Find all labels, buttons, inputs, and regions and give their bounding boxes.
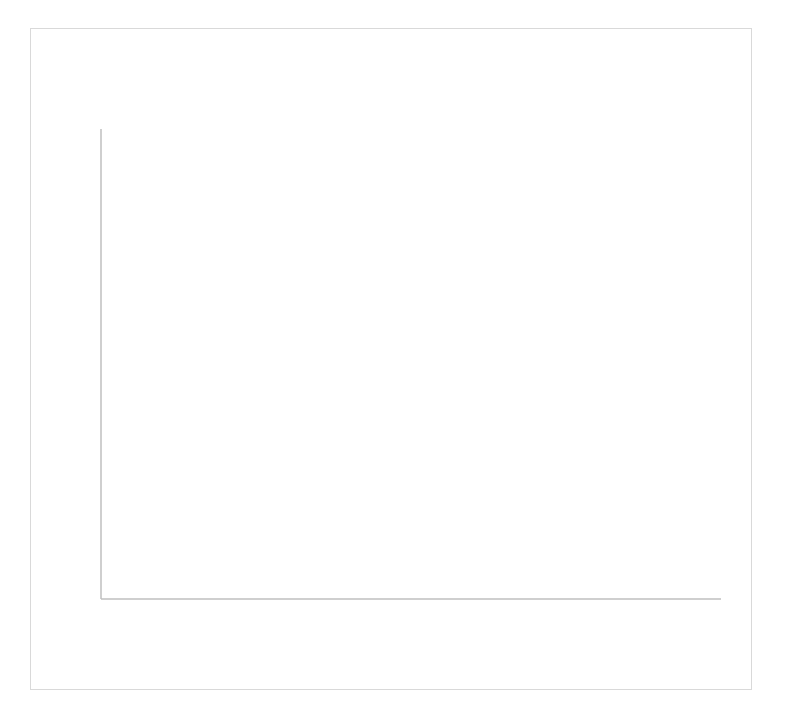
legend: [31, 664, 751, 681]
legend-item-bh[interactable]: [440, 674, 476, 677]
plot-area: [101, 129, 721, 599]
legend-swatch-gh: [373, 674, 403, 677]
legend-swatch-bh: [440, 674, 470, 677]
chart-title: [31, 43, 751, 71]
chart-container[interactable]: [30, 28, 752, 690]
legend-swatch-rh: [306, 674, 336, 677]
chart-svg: [101, 129, 721, 649]
legend-item-rh[interactable]: [306, 674, 342, 677]
legend-item-gh[interactable]: [373, 674, 409, 677]
